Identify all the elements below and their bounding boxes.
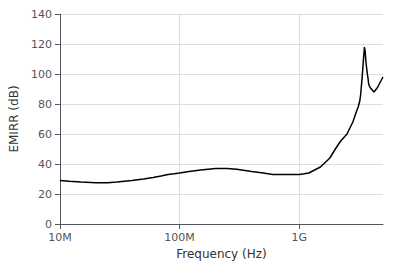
svg-text:1G: 1G <box>292 231 308 244</box>
svg-text:100M: 100M <box>164 231 195 244</box>
svg-text:140: 140 <box>31 8 52 21</box>
svg-text:100: 100 <box>31 68 52 81</box>
svg-text:0: 0 <box>45 218 52 231</box>
svg-text:120: 120 <box>31 38 52 51</box>
svg-text:20: 20 <box>38 188 52 201</box>
svg-text:40: 40 <box>38 158 52 171</box>
svg-text:60: 60 <box>38 128 52 141</box>
svg-text:10M: 10M <box>48 231 72 244</box>
svg-text:Frequency (Hz): Frequency (Hz) <box>176 247 267 261</box>
svg-text:80: 80 <box>38 98 52 111</box>
svg-text:EMIRR (dB): EMIRR (dB) <box>7 85 21 152</box>
